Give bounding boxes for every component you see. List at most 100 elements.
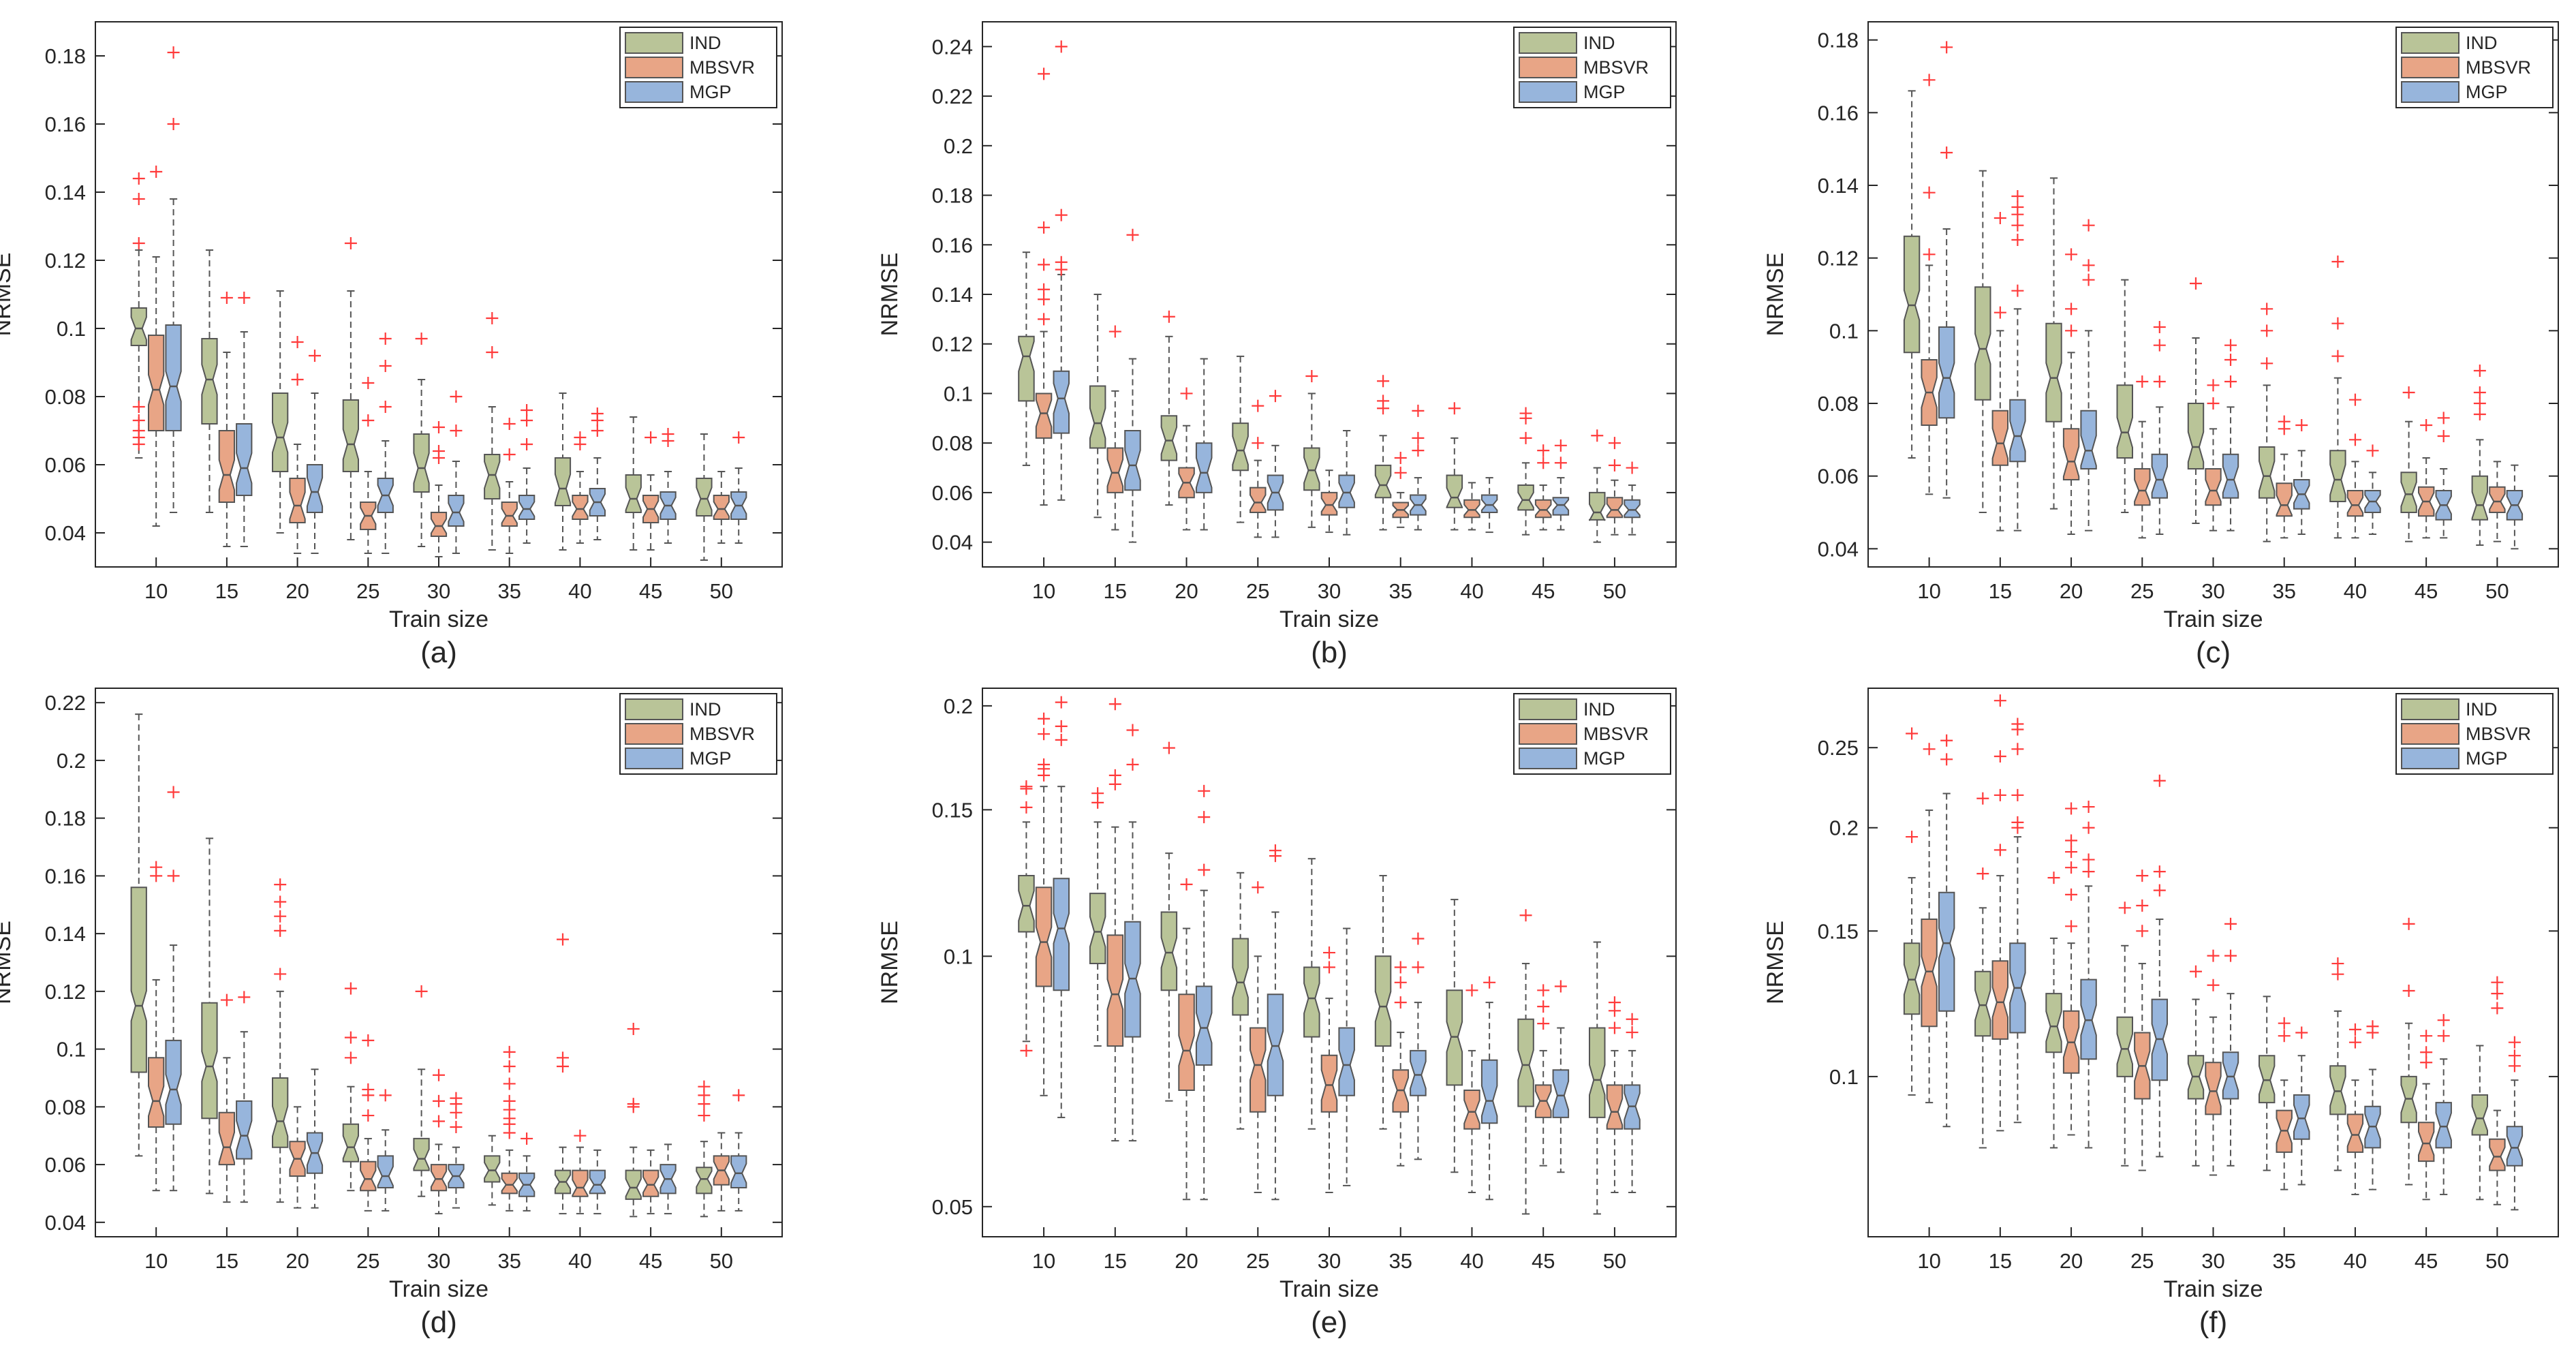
legend-label-ind: IND: [2466, 33, 2498, 53]
outlier-marker: [2437, 1014, 2450, 1027]
outlier-marker: [1537, 457, 1550, 469]
box-mbsvr: [148, 335, 165, 431]
y-axis-label: NRMSE: [0, 253, 16, 337]
box-mgp: [236, 1100, 253, 1160]
box-mbsvr: [1106, 447, 1124, 493]
x-tick-label: 20: [2060, 1249, 2083, 1273]
panel-f: 0.1 0.15 0.2 0.25 10 15 20 25 30 35 40 45 50 Train si…: [1763, 688, 2559, 1339]
legend-swatch-ind: [2401, 32, 2459, 54]
legend-swatch-mgp: [1519, 81, 1577, 103]
outlier-marker: [1198, 811, 1211, 824]
outlier-marker: [2065, 834, 2078, 847]
outlier-marker: [662, 428, 674, 440]
outlier-marker: [1519, 431, 1532, 444]
outlier-marker: [1993, 844, 2006, 857]
outlier-marker: [2420, 1030, 2433, 1043]
box-ind: [2471, 1094, 2488, 1136]
x-axis-label: Train size: [389, 1276, 488, 1302]
box-mgp: [1053, 370, 1070, 434]
outlier-marker: [1394, 961, 1407, 974]
outlier-marker: [1055, 40, 1068, 53]
box-mbsvr: [360, 1160, 377, 1192]
y-tick-label: 0.24: [932, 35, 973, 59]
x-tick-label: 15: [215, 579, 238, 603]
outlier-marker: [2118, 902, 2131, 914]
x-tick-label: 25: [1246, 1249, 1269, 1273]
y-tick-label: 0.12: [932, 333, 973, 356]
y-tick-label: 0.1: [57, 317, 86, 341]
box-mbsvr: [1921, 919, 1938, 1028]
outlier-marker: [1269, 390, 1282, 403]
outlier-marker: [1448, 402, 1461, 415]
outlier-marker: [698, 1109, 711, 1122]
outlier-marker: [1252, 437, 1264, 450]
x-tick-label: 10: [144, 579, 168, 603]
box-mbsvr: [1991, 960, 2008, 1040]
outlier-marker: [2224, 917, 2237, 930]
outlier-marker: [2437, 1030, 2450, 1043]
legend-label-mgp: MGP: [1583, 82, 1626, 102]
outlier-marker: [1126, 724, 1139, 737]
outlier-marker: [1608, 1021, 1621, 1034]
box-mgp: [518, 495, 536, 520]
outlier-marker: [1976, 792, 1989, 805]
outlier-marker: [1323, 946, 1335, 959]
outlier-marker: [1591, 429, 1604, 442]
outlier-marker: [309, 350, 321, 362]
outlier-marker: [2082, 853, 2095, 866]
y-tick-label: 0.08: [932, 431, 973, 455]
y-axis-label: NRMSE: [877, 253, 903, 337]
outlier-marker: [2278, 1030, 2291, 1043]
outlier-marker: [344, 1051, 357, 1064]
box-ind: [2471, 475, 2488, 521]
y-tick-label: 0.14: [45, 181, 86, 204]
outlier-marker: [503, 1060, 516, 1073]
y-tick-label: 0.06: [45, 453, 86, 477]
legend-label-mgp: MGP: [689, 748, 732, 769]
outlier-marker: [274, 895, 287, 908]
box-mbsvr: [1320, 491, 1338, 516]
x-tick-label: 45: [639, 1249, 662, 1273]
outlier-marker: [2491, 987, 2504, 1000]
y-tick-label: 0.18: [1818, 29, 1859, 52]
box-ind: [1089, 893, 1106, 964]
outlier-marker: [2082, 259, 2095, 272]
box-mbsvr: [2489, 486, 2506, 513]
box-mbsvr: [2205, 468, 2222, 506]
outlier-marker: [132, 172, 145, 185]
box-mbsvr: [2418, 1122, 2435, 1162]
box-mgp: [165, 324, 182, 431]
legend-swatch-mbsvr: [2401, 57, 2459, 78]
outlier-marker: [1993, 788, 2006, 801]
panel-label: (c): [2196, 636, 2231, 669]
outlier-marker: [503, 418, 516, 430]
outlier-marker: [1906, 727, 1919, 740]
x-tick-label: 40: [568, 1249, 591, 1273]
outlier-marker: [2065, 920, 2078, 933]
box-mgp: [1480, 1059, 1498, 1124]
box-mbsvr: [1035, 392, 1053, 439]
outlier-marker: [2153, 865, 2166, 878]
box-mbsvr: [1606, 1084, 1624, 1130]
outlier-marker: [557, 933, 569, 946]
outlier-marker: [433, 445, 445, 457]
outlier-marker: [450, 425, 463, 437]
outlier-marker: [2331, 256, 2344, 268]
outlier-marker: [2011, 743, 2024, 756]
box-mgp: [2080, 410, 2097, 469]
outlier-marker: [574, 1129, 587, 1142]
x-tick-label: 10: [1032, 579, 1055, 603]
outlier-marker: [2011, 201, 2024, 213]
box-mbsvr: [1320, 1054, 1338, 1113]
outlier-marker: [2207, 949, 2220, 962]
outlier-marker: [1519, 407, 1532, 420]
y-tick-label: 0.16: [45, 864, 86, 888]
box-mbsvr: [2346, 490, 2364, 517]
outlier-marker: [2224, 949, 2237, 962]
outlier-marker: [433, 421, 445, 433]
y-tick-label: 0.08: [1818, 392, 1859, 416]
outlier-marker: [1055, 256, 1068, 268]
box-ind: [1374, 464, 1392, 499]
outlier-marker: [220, 993, 233, 1006]
